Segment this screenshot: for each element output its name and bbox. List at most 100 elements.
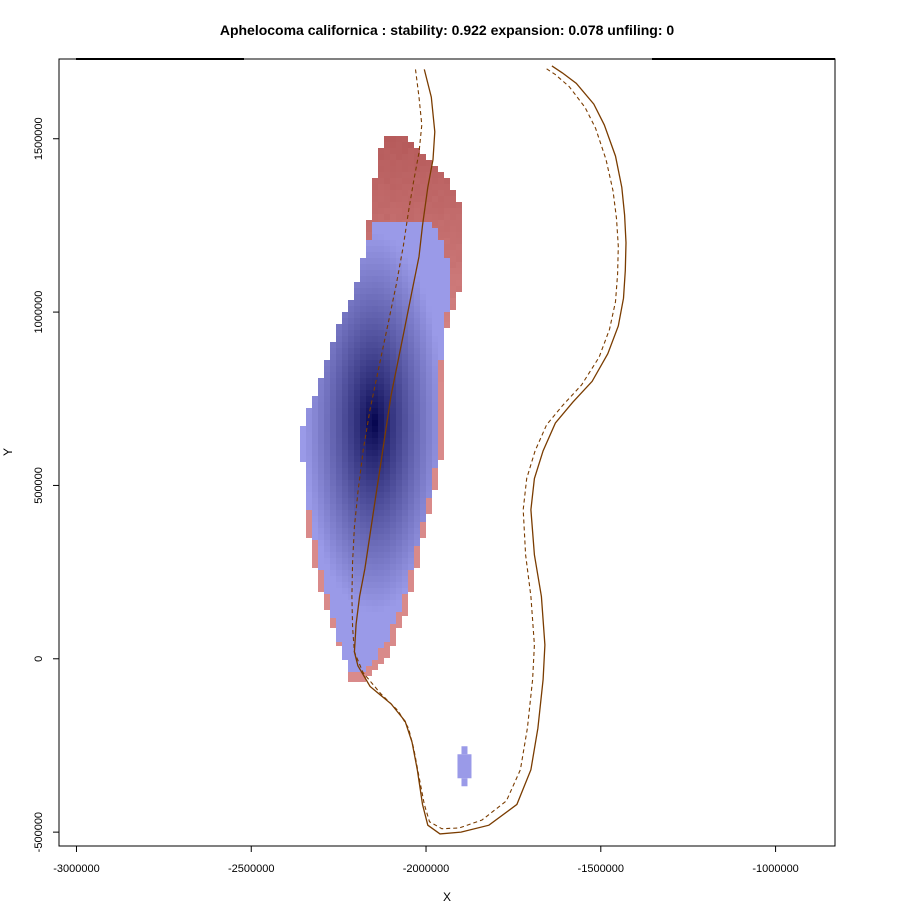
heatmap-cell-stability: [426, 264, 432, 270]
heatmap-cell-expansion: [390, 166, 396, 172]
heatmap-cell-expansion: [438, 442, 444, 448]
plot-frame: [59, 59, 835, 846]
heatmap-cell-stability: [402, 516, 408, 522]
heatmap-cell-stability: [414, 390, 420, 396]
heatmap-cell-stability: [366, 264, 372, 270]
heatmap-cell-stability: [336, 384, 342, 390]
heatmap-cell-stability: [324, 462, 330, 468]
heatmap-cell-stability: [372, 276, 378, 282]
heatmap-cell-stability: [318, 426, 324, 432]
x-tick-label: -3000000: [53, 863, 100, 875]
heatmap-cell-stability: [390, 366, 396, 372]
heatmap-cell-stability: [432, 366, 438, 372]
heatmap-cell-expansion: [432, 190, 438, 196]
heatmap-cell-stability: [348, 462, 354, 468]
heatmap-cell-stability: [414, 516, 420, 522]
heatmap-cell-stability: [360, 348, 366, 354]
heatmap-cell-expansion: [318, 580, 324, 586]
heatmap-cell-stability: [438, 312, 444, 318]
heatmap-cell-stability: [396, 408, 402, 414]
heatmap-cell-stability: [312, 432, 318, 438]
heatmap-cell-stability: [378, 402, 384, 408]
heatmap-cell-stability: [360, 384, 366, 390]
heatmap-cell-stability: [324, 384, 330, 390]
heatmap-cell-stability: [426, 438, 432, 444]
heatmap-cell-stability: [390, 492, 396, 498]
heatmap-cell-stability: [390, 276, 396, 282]
heatmap-cell-expansion: [396, 196, 402, 202]
heatmap-cell-stability: [414, 402, 420, 408]
heatmap-cell-stability: [384, 588, 390, 594]
heatmap-cell-stability: [360, 456, 366, 462]
heatmap-cell-stability: [336, 420, 342, 426]
heatmap-cell-expansion: [390, 142, 396, 148]
heatmap-cell-stability: [360, 402, 366, 408]
heatmap-cell-stability: [324, 486, 330, 492]
heatmap-cell-stability: [342, 480, 348, 486]
heatmap-cell-stability: [420, 498, 426, 504]
heatmap-cell-stability: [426, 318, 432, 324]
heatmap-cell-stability: [366, 270, 372, 276]
heatmap-cell-expansion: [408, 148, 414, 154]
heatmap-cell-stability: [330, 522, 336, 528]
heatmap-cell-stability: [360, 510, 366, 516]
heatmap-cell-expansion: [402, 208, 408, 214]
heatmap-cell-stability: [378, 396, 384, 402]
heatmap-cell-stability: [426, 330, 432, 336]
heatmap-cell-stability: [366, 420, 372, 426]
heatmap-cell-stability: [384, 468, 390, 474]
heatmap-cell-stability: [396, 444, 402, 450]
heatmap-cell-expansion: [450, 202, 456, 208]
x-tick-label: -2500000: [228, 863, 275, 875]
heatmap-cell-expansion: [456, 244, 462, 250]
heatmap-cell-stability: [432, 408, 438, 414]
heatmap-cell-stability: [396, 528, 402, 534]
heatmap-cell-stability: [348, 576, 354, 582]
heatmap-cell-expansion: [456, 214, 462, 220]
heatmap-cell-stability: [414, 360, 420, 366]
heatmap-cell-stability: [414, 432, 420, 438]
heatmap-cell-stability: [396, 330, 402, 336]
heatmap-cell-stability: [408, 414, 414, 420]
heatmap-cell-stability: [402, 300, 408, 306]
heatmap-cell-stability: [414, 366, 420, 372]
heatmap-cell-stability: [336, 570, 342, 576]
heatmap-cell-expansion: [396, 202, 402, 208]
heatmap-cell-stability: [426, 426, 432, 432]
heatmap-cell-stability: [432, 312, 438, 318]
heatmap-cell-stability: [402, 504, 408, 510]
heatmap-cell-stability: [330, 486, 336, 492]
heatmap-cell-stability: [342, 642, 348, 648]
heatmap-cell-stability: [384, 564, 390, 570]
heatmap-cell-stability: [432, 270, 438, 276]
heatmap-cell-expansion: [414, 190, 420, 196]
heatmap-cell-stability: [420, 462, 426, 468]
heatmap-cell-stability: [372, 330, 378, 336]
heatmap-cell-stability: [426, 324, 432, 330]
heatmap-cell-stability: [318, 396, 324, 402]
heatmap-cell-stability: [342, 444, 348, 450]
heatmap-cell-stability: [324, 432, 330, 438]
heatmap-cell-expansion: [408, 160, 414, 166]
heatmap-cell-stability: [426, 252, 432, 258]
heatmap-cell-expansion: [366, 670, 372, 676]
heatmap-cell-expansion: [318, 574, 324, 580]
heatmap-cell-stability: [414, 228, 420, 234]
heatmap-cell-stability: [432, 348, 438, 354]
heatmap-cell-stability: [312, 402, 318, 408]
heatmap-cell-stability: [402, 588, 408, 594]
heatmap-cell-expansion: [438, 370, 444, 376]
heatmap-cell-expansion: [438, 196, 444, 202]
heatmap-cell-expansion: [426, 214, 432, 220]
heatmap-cell-stability: [336, 480, 342, 486]
heatmap-cell-stability: [330, 432, 336, 438]
heatmap-cell-stability: [438, 318, 444, 324]
heatmap-cell-stability: [324, 480, 330, 486]
heatmap-cell-stability: [342, 468, 348, 474]
heatmap-cell-stability: [426, 420, 432, 426]
heatmap-cell-stability: [354, 528, 360, 534]
heatmap-cell-stability: [378, 420, 384, 426]
heatmap-cell-expansion: [384, 142, 390, 148]
heatmap-cell-stability: [378, 492, 384, 498]
